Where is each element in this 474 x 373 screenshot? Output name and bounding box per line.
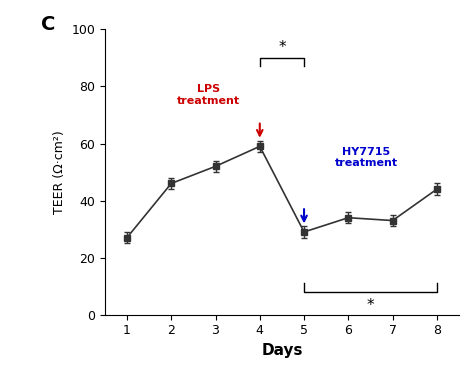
X-axis label: Days: Days (261, 343, 303, 358)
Text: *: * (278, 40, 286, 55)
Text: *: * (367, 298, 374, 313)
Text: LPS
treatment: LPS treatment (177, 84, 240, 106)
Text: HY7715
treatment: HY7715 treatment (335, 147, 398, 168)
Y-axis label: TEER (Ω·cm²): TEER (Ω·cm²) (53, 130, 66, 214)
Text: C: C (41, 15, 55, 34)
